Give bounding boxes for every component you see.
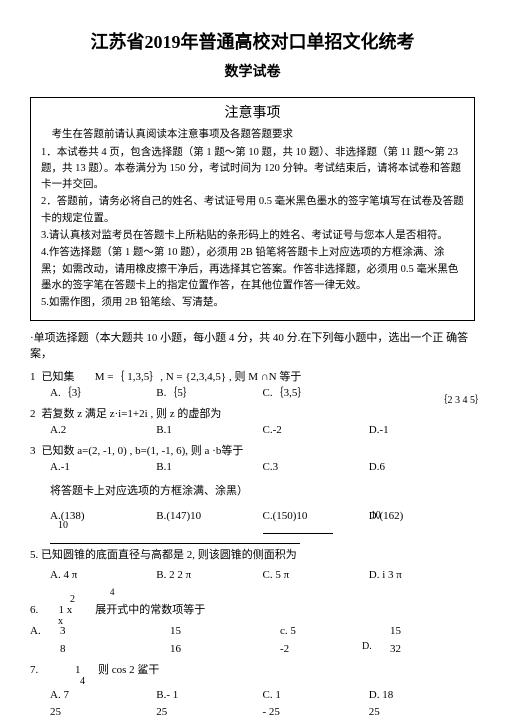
q1-opt-a: A.｛3｝ xyxy=(50,385,156,402)
stray-sub: 4 xyxy=(110,586,475,599)
q7-opt-d2: 25 xyxy=(369,704,475,721)
doc-subtitle: 数学试卷 xyxy=(30,63,475,83)
divider xyxy=(50,543,300,544)
q5-opt-c: C. 5 π xyxy=(263,567,369,584)
q6-r2c4: -2 xyxy=(280,642,390,657)
q2-opt-b: B.1 xyxy=(156,422,262,439)
doc-title: 江苏省2019年普通高校对口单招文化统考 xyxy=(30,30,475,55)
q6-tail: 展开式中的常数项等于 xyxy=(95,603,205,618)
question-6: 6. 1 x 展开式中的常数项等于 2 x A. 3 15 c. 5 15 8 … xyxy=(30,603,475,657)
notice-item-4: 4.作答选择题（第 1 题～第 10 题），必须用 2B 铅笔将答题卡上对应选项… xyxy=(41,245,464,294)
q1-opt-c: C.｛3,5｝ xyxy=(263,385,369,402)
q3-opt-d: D.6 xyxy=(369,459,475,476)
tiny-set: ｛2 3 4 5｝ xyxy=(438,395,486,407)
notice-intro: 考生在答题前请认真阅读本注意事项及各题答题要求 xyxy=(41,127,464,143)
q2-opt-c: C.-2 xyxy=(263,422,369,439)
notice-item-3: 3.请认真核对监考员在答题卡上所粘贴的条形码上的姓名、考试证号与您本人是否相符。 xyxy=(41,228,464,244)
notice-item-5: 5.如需作图，须用 2B 铅笔绘、写清楚。 xyxy=(41,295,464,311)
q5-opt-d: D. i 3 π xyxy=(369,567,475,584)
q3-opt-c: C.3 xyxy=(263,459,369,476)
q6-r1c5: 15 xyxy=(390,624,470,639)
q6-option-grid: A. 3 15 c. 5 15 8 16 -2 32 D. xyxy=(30,624,475,657)
q7-num: 7. xyxy=(30,663,38,678)
question-1: 1 已知集 M =｛ 1,3,5｝, N = {2,3,4,5} , 则 M ∩… xyxy=(30,370,475,403)
notice-box: 注意事项 考生在答题前请认真阅读本注意事项及各题答题要求 1．本试卷共 4 页，… xyxy=(30,97,475,322)
q4-opt-c: C.(150)10 xyxy=(263,509,308,523)
q7-opt-b: B.- 1 xyxy=(156,687,262,704)
q1-num: 1 xyxy=(30,370,36,385)
question-4-opts: A.(138) 10 B.(147)10 C.(150)10 10 D.(162… xyxy=(50,508,475,541)
q5-opt-b: B. 2 2 π xyxy=(156,567,262,584)
q2-opt-a: A.2 xyxy=(50,422,156,439)
q3-num: 3 xyxy=(30,444,36,459)
q3-opt-a: A.-1 xyxy=(50,459,156,476)
q7-opt-c: C. 1 xyxy=(263,687,369,704)
q7-frac-bottom: 4 xyxy=(80,677,85,687)
q6-sup: 2 xyxy=(70,595,75,605)
q7-stem-b: 则 cos 2 鲨干 xyxy=(98,663,159,678)
question-2: 2 若复数 z 满足 z·i=1+2i , 则 z 的虚部为 A.2 B.1 C… xyxy=(30,407,475,440)
q7-opt-a: A. 7 xyxy=(50,687,156,704)
q5-stem: 5. 已知圆锥的底面直径与高都是 2, 则该圆锥的侧面积为 xyxy=(30,548,475,563)
q6-r1c2: 3 xyxy=(60,624,170,639)
q2-num: 2 xyxy=(30,407,36,422)
blank-line xyxy=(263,524,333,534)
q1-stem-a: 已知集 xyxy=(42,370,75,385)
q5-opt-a: A. 4 π xyxy=(50,567,156,584)
notice-heading: 注意事项 xyxy=(41,104,464,124)
section-1-tail: 将答题卡上对应选项的方框涂满、涂黑） xyxy=(50,484,475,499)
q6-r1c4: c. 5 xyxy=(280,624,390,639)
question-7: 7. 1 则 cos 2 鲨干 4 A. 7 B.- 1 C. 1 D. 18 … xyxy=(30,663,475,721)
question-5: 5. 已知圆锥的底面直径与高都是 2, 则该圆锥的侧面积为 A. 4 π B. … xyxy=(30,548,475,585)
q6-r1c3: 15 xyxy=(170,624,280,639)
notice-item-1: 1．本试卷共 4 页，包含选择题（第 1 题～第 10 题，共 10 题）、非选… xyxy=(41,145,464,194)
q7-opt-c2: - 25 xyxy=(263,704,369,721)
q4-sub-c: 10 xyxy=(371,510,381,522)
q1-stem-b: M =｛ 1,3,5｝, N = {2,3,4,5} , 则 M ∩N 等于 xyxy=(95,370,302,385)
section-1-head: ·单项选择题（本大题共 10 小题，每小题 4 分，共 40 分.在下列每小题中… xyxy=(30,331,475,362)
q4-opt-d: D.(162) xyxy=(369,508,475,541)
q4-sub-a: 10 xyxy=(58,520,68,532)
q3-stem: 已知数 a=(2, -1, 0) , b=(1, -1, 6), 则 a ·b等… xyxy=(42,444,244,459)
q6-r1c1: A. xyxy=(30,624,60,639)
q6-r2c2: 8 xyxy=(60,642,170,657)
q6-sub: x xyxy=(58,617,63,627)
question-3: 3 已知数 a=(2, -1, 0) , b=(1, -1, 6), 则 a ·… xyxy=(30,444,475,477)
q3-opt-b: B.1 xyxy=(156,459,262,476)
q1-opt-b: B.｛5｝ xyxy=(156,385,262,402)
q4-opt-b: B.(147)10 xyxy=(156,508,262,541)
q6-r2c3: 16 xyxy=(170,642,280,657)
q6-d-label: D. xyxy=(362,642,372,652)
notice-item-2: 2．答题前，请务必将自己的姓名、考试证号用 0.5 毫米黑色墨水的签字笔填写在试… xyxy=(41,194,464,227)
q6-r2c5: 32 xyxy=(390,643,401,655)
q7-opt-d: D. 18 xyxy=(369,687,475,704)
q2-stem: 若复数 z 满足 z·i=1+2i , 则 z 的虚部为 xyxy=(42,407,222,422)
q6-num: 6. xyxy=(30,603,38,618)
q2-opt-d: D.-1 xyxy=(369,422,475,439)
q7-opt-a2: 25 xyxy=(50,704,156,721)
q7-opt-b2: 25 xyxy=(156,704,262,721)
